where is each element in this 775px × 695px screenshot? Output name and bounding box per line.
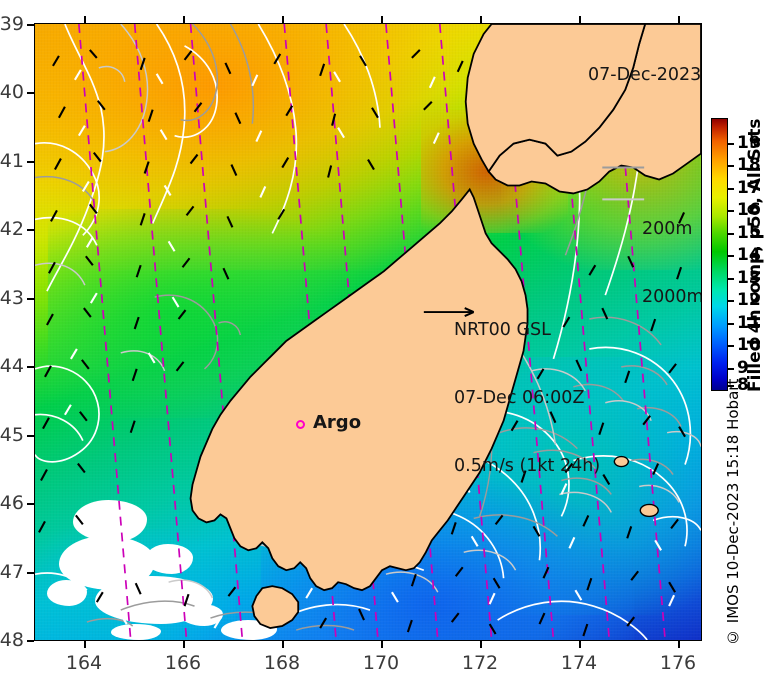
x-tick-top	[480, 16, 482, 23]
nodata-patch	[111, 624, 161, 640]
x-tick-label: 166	[164, 652, 202, 674]
nodata-patch	[47, 580, 87, 606]
x-tick	[678, 641, 680, 648]
nrt-scale-line: 0.5m/s (1kt 24h)	[454, 456, 601, 476]
y-tick	[27, 92, 34, 94]
y-tick	[27, 24, 34, 26]
colorbar-tick	[728, 385, 734, 387]
x-tick-top	[381, 16, 383, 23]
y-tick-label: -43	[0, 287, 24, 309]
bathymetry-legend: 200m 2000m	[642, 172, 702, 354]
x-tick	[579, 641, 581, 648]
y-tick-label: -40	[0, 81, 24, 103]
colorbar-tick	[728, 323, 734, 325]
bathymetry-200m-label: 200m	[642, 218, 693, 239]
colorbar-tick-label: 15	[737, 223, 761, 243]
colorbar-tick	[728, 143, 734, 145]
x-tick-label: 168	[263, 652, 301, 674]
colorbar-tick-label: 16	[737, 200, 761, 220]
x-tick-label: 164	[65, 652, 103, 674]
x-tick-label: 172	[461, 652, 499, 674]
x-tick-top	[282, 16, 284, 23]
colorbar-tick-label: 8	[737, 375, 749, 395]
x-tick	[381, 641, 383, 648]
x-tick-top	[84, 16, 86, 23]
map-plot-area[interactable]: 07-Dec-2023 08Z NRT00 GSL 07-Dec 06:00Z …	[34, 23, 702, 641]
y-tick	[27, 503, 34, 505]
y-tick-label: -44	[0, 355, 24, 377]
y-tick	[27, 435, 34, 437]
argo-float-marker[interactable]	[296, 420, 305, 429]
colorbar-tick-label: 17	[737, 178, 761, 198]
y-tick	[27, 298, 34, 300]
nodata-patch	[181, 604, 223, 626]
colorbar-tick-label: 12	[737, 290, 761, 310]
y-tick-label: -47	[0, 561, 24, 583]
x-tick	[183, 641, 185, 648]
x-tick-label: 174	[560, 652, 598, 674]
colorbar-tick	[728, 368, 734, 370]
colorbar-tick	[728, 210, 734, 212]
nodata-patch	[221, 620, 277, 640]
y-tick	[27, 572, 34, 574]
x-tick	[84, 641, 86, 648]
sst-raster-field	[35, 24, 701, 640]
colorbar-tick-label: 14	[737, 245, 761, 265]
y-tick-label: -46	[0, 492, 24, 514]
colorbar-tick-label: 11	[737, 313, 761, 333]
colorbar[interactable]	[711, 118, 728, 391]
colorbar-tick	[728, 300, 734, 302]
y-tick	[27, 640, 34, 642]
colorbar-tick	[728, 255, 734, 257]
colorbar-tick-label: 9	[737, 358, 749, 378]
y-tick	[27, 366, 34, 368]
y-tick-label: -42	[0, 218, 24, 240]
colorbar-tick	[728, 233, 734, 235]
y-tick-label: -48	[0, 629, 24, 651]
colorbar-tick	[728, 345, 734, 347]
timestamp-label: 07-Dec-2023 08Z	[588, 65, 702, 85]
colorbar-tick	[728, 278, 734, 280]
colorbar-tick-label: 19	[737, 133, 761, 153]
y-tick	[27, 229, 34, 231]
x-tick-label: 170	[362, 652, 400, 674]
y-tick-label: -45	[0, 424, 24, 446]
nrt-product-line: NRT00 GSL	[454, 319, 551, 340]
x-tick	[282, 641, 284, 648]
colorbar-tick-label: 18	[737, 155, 761, 175]
x-tick-top	[579, 16, 581, 23]
copyright-credit: © IMOS 10-Dec-2023 15:18 Hobart	[724, 378, 742, 646]
colorbar-tick	[728, 165, 734, 167]
nodata-patch	[145, 544, 193, 574]
colorbar-tick	[728, 188, 734, 190]
y-tick	[27, 161, 34, 163]
bathymetry-2000m-label: 2000m	[642, 286, 702, 307]
colorbar-title: Filled 4h comp, p50, All Sats	[745, 118, 765, 392]
x-tick-label: 176	[659, 652, 697, 674]
x-tick-top	[183, 16, 185, 23]
x-tick	[480, 641, 482, 648]
x-tick-top	[678, 16, 680, 23]
current-product-annotation: NRT00 GSL 07-Dec 06:00Z 0.5m/s (1kt 24h)	[454, 273, 600, 523]
y-tick-label: -41	[0, 150, 24, 172]
y-tick-label: -39	[0, 13, 24, 35]
argo-label: Argo	[313, 412, 362, 433]
nrt-time-line: 07-Dec 06:00Z	[454, 387, 585, 408]
colorbar-tick-label: 13	[737, 268, 761, 288]
colorbar-tick-label: 10	[737, 335, 761, 355]
